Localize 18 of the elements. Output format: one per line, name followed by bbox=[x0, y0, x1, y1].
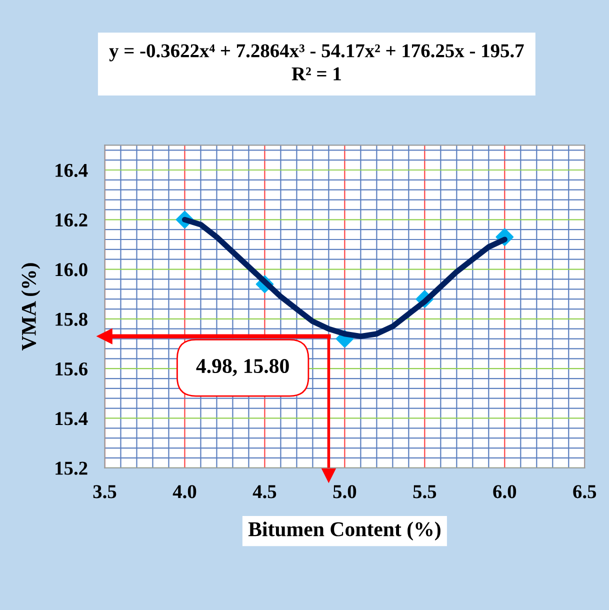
y-axis-title: VMA (%) bbox=[21, 263, 40, 351]
y-tick-label: 16.4 bbox=[56, 164, 88, 178]
y-tick-label: 15.6 bbox=[56, 362, 88, 376]
x-tick-label: 6.5 bbox=[573, 485, 596, 498]
y-tick-label: 16.0 bbox=[56, 263, 88, 276]
annotation: 4.98, 15.80 bbox=[196, 358, 289, 376]
y-tick-label: 15.2 bbox=[56, 462, 88, 475]
x-tick-label: 4.0 bbox=[172, 485, 196, 498]
x-tick-label: 5.5 bbox=[413, 485, 436, 498]
x-tick-label: 5.0 bbox=[333, 485, 356, 498]
y-tick-label: 15.4 bbox=[56, 412, 88, 426]
x-axis-title: Bitumen Content (%) bbox=[248, 522, 440, 541]
x-tick-label: 4.5 bbox=[252, 485, 276, 498]
x-tick-label: 6.0 bbox=[493, 485, 516, 498]
x-tick-label: 3.5 bbox=[93, 485, 116, 498]
y-tick-label: 15.8 bbox=[56, 312, 88, 326]
text: y = -0.3622x⁴ + 7.2864x³ - 54.17x² + 176.25x - 195.7 R² = 1 bbox=[109, 44, 524, 80]
y-tick-label: 16.2 bbox=[56, 214, 88, 227]
